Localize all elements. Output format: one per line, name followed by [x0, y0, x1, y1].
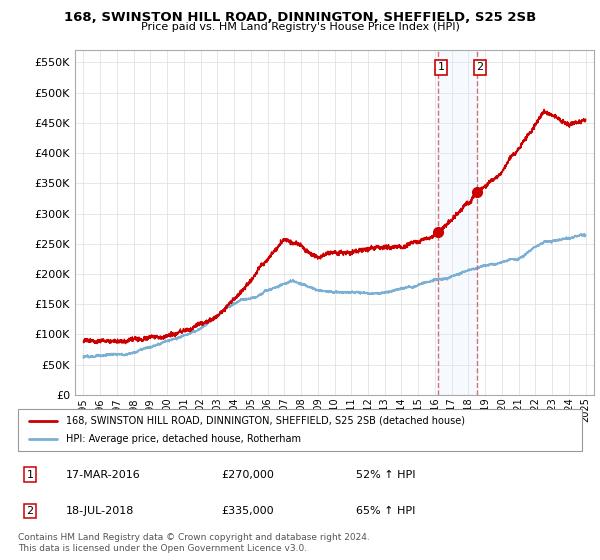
- Bar: [439, 50, 478, 395]
- FancyBboxPatch shape: [18, 409, 582, 451]
- Text: 168, SWINSTON HILL ROAD, DINNINGTON, SHEFFIELD, S25 2SB: 168, SWINSTON HILL ROAD, DINNINGTON, SHE…: [64, 11, 536, 24]
- Text: 2: 2: [476, 62, 484, 72]
- Text: HPI: Average price, detached house, Rotherham: HPI: Average price, detached house, Roth…: [66, 434, 301, 444]
- Text: 168, SWINSTON HILL ROAD, DINNINGTON, SHEFFIELD, S25 2SB (detached house): 168, SWINSTON HILL ROAD, DINNINGTON, SHE…: [66, 416, 465, 426]
- Text: 1: 1: [26, 470, 34, 479]
- Text: 17-MAR-2016: 17-MAR-2016: [66, 470, 140, 479]
- Text: £270,000: £270,000: [221, 470, 274, 479]
- Text: Contains HM Land Registry data © Crown copyright and database right 2024.
This d: Contains HM Land Registry data © Crown c…: [18, 533, 370, 553]
- Text: £335,000: £335,000: [221, 506, 274, 516]
- Text: 2: 2: [26, 506, 34, 516]
- Text: 18-JUL-2018: 18-JUL-2018: [66, 506, 134, 516]
- Text: Price paid vs. HM Land Registry's House Price Index (HPI): Price paid vs. HM Land Registry's House …: [140, 22, 460, 32]
- Text: 52% ↑ HPI: 52% ↑ HPI: [356, 470, 416, 479]
- Text: 65% ↑ HPI: 65% ↑ HPI: [356, 506, 416, 516]
- Text: 1: 1: [437, 62, 445, 72]
